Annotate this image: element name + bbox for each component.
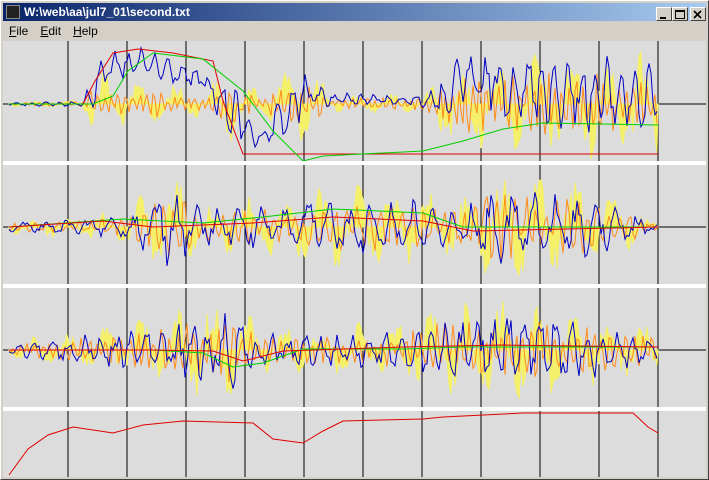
- maximize-button[interactable]: [672, 7, 688, 21]
- separator: [3, 407, 706, 411]
- minimize-button[interactable]: [656, 7, 672, 21]
- menu-item[interactable]: Help: [67, 22, 104, 41]
- app-icon: [6, 5, 20, 19]
- plot-area: [3, 41, 706, 477]
- separator: [3, 284, 706, 288]
- window-title: W:\web\aa\jul7_01\second.txt: [24, 3, 190, 21]
- separator: [3, 161, 706, 165]
- close-button[interactable]: [690, 7, 706, 21]
- window: W:\web\aa\jul7_01\second.txt File Edit Hel…: [0, 0, 709, 480]
- menu-item[interactable]: Edit: [34, 22, 67, 41]
- menu-bar: File Edit Help: [3, 22, 706, 41]
- title-bar: W:\web\aa\jul7_01\second.txt: [3, 3, 706, 21]
- menu-item[interactable]: File: [3, 22, 34, 41]
